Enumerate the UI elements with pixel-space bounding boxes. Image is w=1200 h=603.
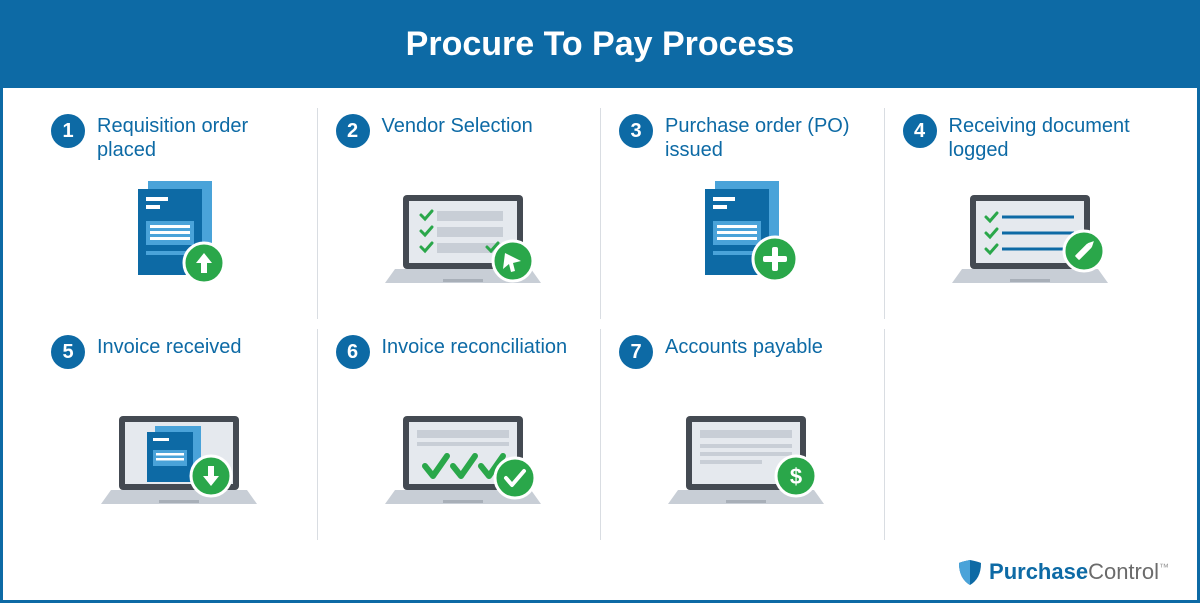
brand-logo: PurchaseControl™ (957, 558, 1169, 586)
step-4: 4 Receiving document logged (884, 108, 1168, 319)
step-number-badge: 1 (51, 114, 85, 148)
step-2: 2 Vendor Selection (317, 108, 601, 319)
step-7: 7 Accounts payable $ (600, 329, 884, 540)
step-label: Vendor Selection (382, 114, 533, 138)
step-5: 5 Invoice received (33, 329, 317, 540)
logo-tm: ™ (1159, 563, 1169, 574)
shield-icon (957, 558, 983, 586)
step-label: Requisition order placed (97, 114, 287, 162)
logo-text-2: Control (1088, 559, 1159, 584)
step-1: 1 Requisition order placed (33, 108, 317, 319)
laptop-pencil-icon (903, 170, 1158, 300)
title-bar: Procure To Pay Process (3, 3, 1197, 88)
step-number-badge: 7 (619, 335, 653, 369)
step-number-badge: 5 (51, 335, 85, 369)
steps-grid: 1 Requisition order placed (3, 88, 1197, 600)
step-label: Accounts payable (665, 335, 823, 359)
infographic-frame: Procure To Pay Process 1 Requisition ord… (0, 0, 1200, 603)
step-number-badge: 6 (336, 335, 370, 369)
logo-text-1: Purchase (989, 559, 1088, 584)
step-label: Invoice received (97, 335, 242, 359)
step-number-badge: 3 (619, 114, 653, 148)
step-label: Purchase order (PO) issued (665, 114, 855, 162)
doc-plus-icon (619, 170, 874, 300)
step-6: 6 Invoice reconciliation (317, 329, 601, 540)
laptop-check-icon (336, 391, 591, 521)
svg-text:$: $ (790, 464, 802, 489)
step-number-badge: 2 (336, 114, 370, 148)
laptop-dollar-icon: $ (619, 391, 874, 521)
doc-upload-icon (51, 170, 307, 300)
laptop-select-icon (336, 170, 591, 300)
empty-cell (884, 329, 1168, 540)
step-3: 3 Purchase order (PO) issued (600, 108, 884, 319)
step-number-badge: 4 (903, 114, 937, 148)
step-label: Receiving document logged (949, 114, 1139, 162)
laptop-download-icon (51, 391, 307, 521)
step-label: Invoice reconciliation (382, 335, 568, 359)
